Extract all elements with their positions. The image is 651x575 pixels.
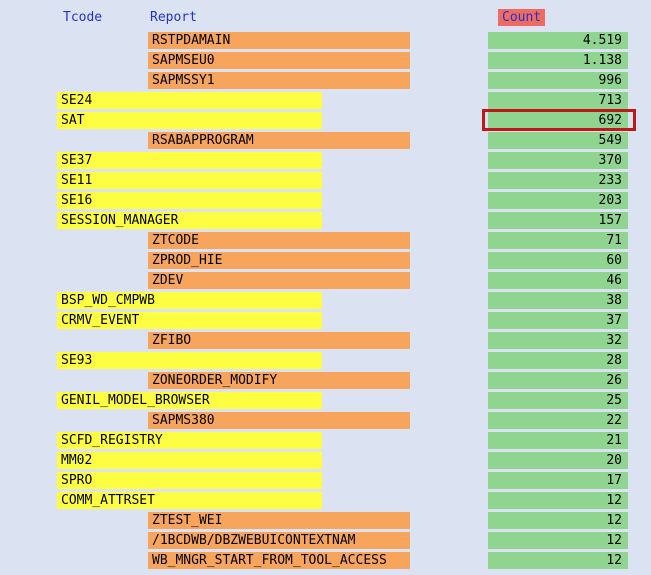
table-body: RSTPDAMAIN 4.519 SAPMSEU0 1.138 SAPMSSY1 996 S…	[0, 30, 651, 570]
count-cell[interactable]: 549	[488, 132, 628, 149]
count-cell[interactable]: 12	[488, 512, 628, 529]
report-cell[interactable]: ZONEORDER_MODIFY	[148, 372, 410, 389]
table-row: GENIL_MODEL_BROWSER 25	[0, 390, 651, 410]
count-cell[interactable]: 370	[488, 152, 628, 169]
report-cell[interactable]: ZDEV	[148, 272, 410, 289]
report-cell[interactable]: RSABAPPROGRAM	[148, 132, 410, 149]
report-cell[interactable]: ZFIBO	[148, 332, 410, 349]
count-cell[interactable]: 25	[488, 392, 628, 409]
table-row: COMM_ATTRSET 12	[0, 490, 651, 510]
count-cell[interactable]: 20	[488, 452, 628, 469]
count-cell[interactable]: 233	[488, 172, 628, 189]
table-row: SAT 692	[0, 109, 651, 131]
tcode-cell[interactable]: SE16	[57, 192, 322, 209]
report-cell[interactable]: RSTPDAMAIN	[148, 32, 410, 49]
count-cell[interactable]: 996	[488, 72, 628, 89]
table-header: Tcode Report Count	[0, 9, 651, 30]
count-cell[interactable]: 1.138	[488, 52, 628, 69]
table-row: ZTCODE 71	[0, 230, 651, 250]
table-row: SE93 28	[0, 350, 651, 370]
count-cell[interactable]: 46	[488, 272, 628, 289]
tcode-cell[interactable]: SE24	[57, 92, 322, 109]
table-row: ZTEST_WEI 12	[0, 510, 651, 530]
table-row: SESSION_MANAGER 157	[0, 210, 651, 230]
table-row: SAPMS380 22	[0, 410, 651, 430]
tcode-cell[interactable]: SAT	[57, 112, 322, 129]
table-row: /1BCDWB/DBZWEBUICONTEXTNAM 12	[0, 530, 651, 550]
count-cell[interactable]: 203	[488, 192, 628, 209]
table-row: SE37 370	[0, 150, 651, 170]
count-cell[interactable]: 12	[488, 552, 628, 569]
table-row: BSP_WD_CMPWB 38	[0, 290, 651, 310]
table-row: SAPMSEU0 1.138	[0, 50, 651, 70]
table-row: MM02 20	[0, 450, 651, 470]
count-cell[interactable]: 21	[488, 432, 628, 449]
table-row: ZDEV 46	[0, 270, 651, 290]
report-cell[interactable]: /1BCDWB/DBZWEBUICONTEXTNAM	[148, 532, 410, 549]
table-row: SE24 713	[0, 90, 651, 110]
report-column-header[interactable]: Report	[150, 10, 197, 25]
tcode-cell[interactable]: BSP_WD_CMPWB	[57, 292, 322, 309]
count-cell[interactable]: 38	[488, 292, 628, 309]
table-row: SE16 203	[0, 190, 651, 210]
count-cell[interactable]: 12	[488, 532, 628, 549]
count-cell[interactable]: 32	[488, 332, 628, 349]
tcode-cell[interactable]: SE37	[57, 152, 322, 169]
tcode-cell[interactable]: SESSION_MANAGER	[57, 212, 322, 229]
count-cell[interactable]: 692	[488, 112, 628, 129]
table-row: ZPROD_HIE 60	[0, 250, 651, 270]
report-cell[interactable]: WB_MNGR_START_FROM_TOOL_ACCESS	[148, 552, 410, 569]
report-cell[interactable]: ZTEST_WEI	[148, 512, 410, 529]
tcode-cell[interactable]: COMM_ATTRSET	[57, 492, 322, 509]
count-cell[interactable]: 17	[488, 472, 628, 489]
report-cell[interactable]: ZTCODE	[148, 232, 410, 249]
report-cell[interactable]: SAPMSEU0	[148, 52, 410, 69]
tcode-cell[interactable]: CRMV_EVENT	[57, 312, 322, 329]
tcode-cell[interactable]: MM02	[57, 452, 322, 469]
count-cell[interactable]: 71	[488, 232, 628, 249]
table-row: SAPMSSY1 996	[0, 70, 651, 90]
count-cell[interactable]: 60	[488, 252, 628, 269]
tcode-cell[interactable]: SE11	[57, 172, 322, 189]
table-row: CRMV_EVENT 37	[0, 310, 651, 330]
count-cell[interactable]: 22	[488, 412, 628, 429]
tcode-cell[interactable]: SE93	[57, 352, 322, 369]
report-cell[interactable]: SAPMS380	[148, 412, 410, 429]
table-row: ZFIBO 32	[0, 330, 651, 350]
table-row: ZONEORDER_MODIFY 26	[0, 370, 651, 390]
table-row: RSABAPPROGRAM 549	[0, 130, 651, 150]
count-cell[interactable]: 28	[488, 352, 628, 369]
report-cell[interactable]: SAPMSSY1	[148, 72, 410, 89]
tcode-cell[interactable]: SPRO	[57, 472, 322, 489]
table-row: WB_MNGR_START_FROM_TOOL_ACCESS 12	[0, 550, 651, 570]
table-row: SCFD_REGISTRY 21	[0, 430, 651, 450]
count-column-header[interactable]: Count	[498, 9, 546, 26]
count-cell[interactable]: 12	[488, 492, 628, 509]
count-cell[interactable]: 713	[488, 92, 628, 109]
table-row: RSTPDAMAIN 4.519	[0, 30, 651, 50]
table-row: SPRO 17	[0, 470, 651, 490]
table-row: SE11 233	[0, 170, 651, 190]
report-cell[interactable]: ZPROD_HIE	[148, 252, 410, 269]
count-cell[interactable]: 157	[488, 212, 628, 229]
count-cell[interactable]: 26	[488, 372, 628, 389]
count-cell[interactable]: 4.519	[488, 32, 628, 49]
tcode-column-header[interactable]: Tcode	[63, 10, 103, 25]
tcode-cell[interactable]: GENIL_MODEL_BROWSER	[57, 392, 322, 409]
tcode-cell[interactable]: SCFD_REGISTRY	[57, 432, 322, 449]
count-cell[interactable]: 37	[488, 312, 628, 329]
